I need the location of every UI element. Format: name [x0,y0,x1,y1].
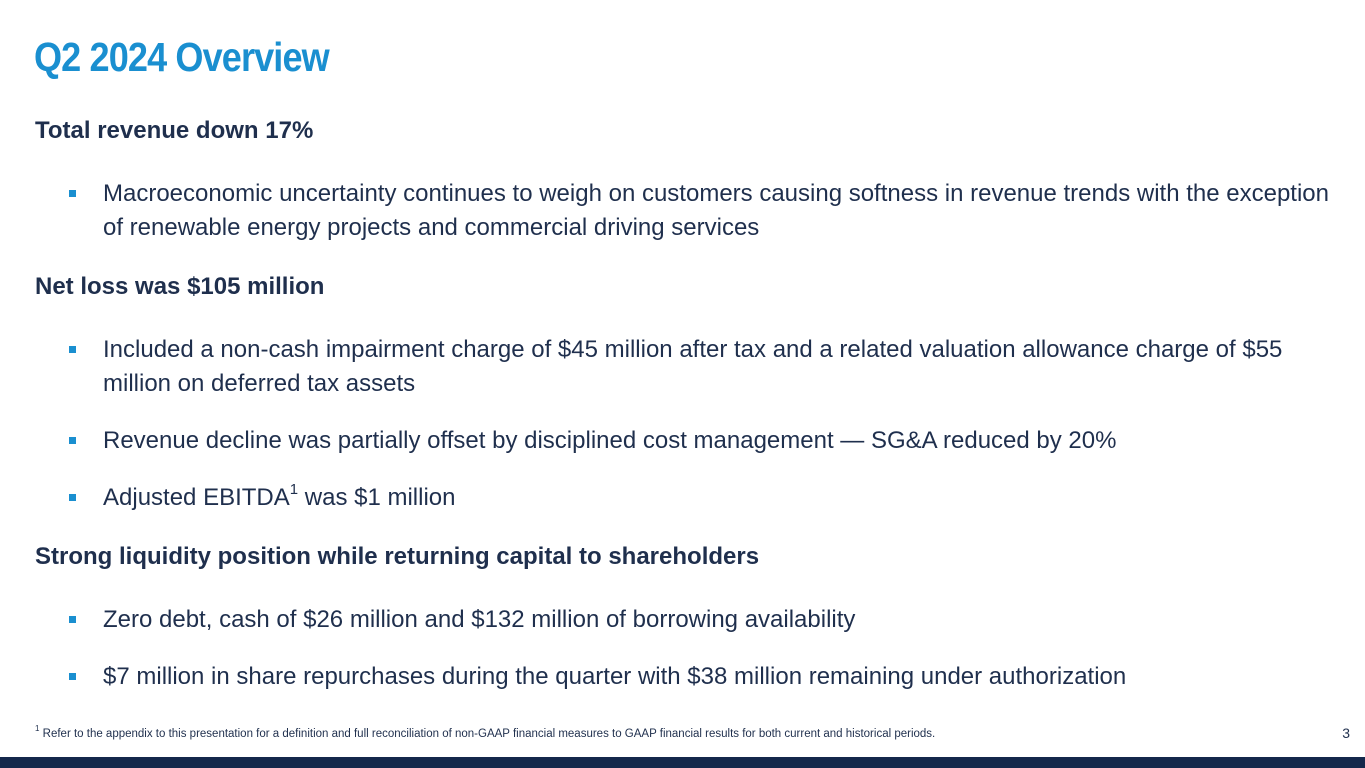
section-heading-net-loss: Net loss was $105 million [35,273,325,300]
footnote-marker: 1 [35,724,40,734]
bullet-text: Revenue decline was partially offset by … [103,427,1117,454]
bullet-text: $7 million in share repurchases during t… [103,663,1127,690]
square-bullet-icon [69,494,76,501]
square-bullet-icon [69,616,76,623]
bullet-item: $7 million in share repurchases during t… [35,660,1335,694]
square-bullet-icon [69,437,76,444]
square-bullet-icon [69,673,76,680]
bullet-text: Included a non-cash impairment charge of… [103,336,1283,397]
bullet-item-ebitda: Adjusted EBITDA1 was $1 million [35,481,1335,515]
bullet-text: Zero debt, cash of $26 million and $132 … [103,606,856,633]
bottom-bar [0,757,1365,768]
page-number: 3 [1342,725,1350,741]
footnote-text: Refer to the appendix to this presentati… [39,728,936,740]
square-bullet-icon [69,346,76,353]
slide-content: Total revenue down 17% Macroeconomic unc… [35,114,1335,694]
slide-title: Q2 2024 Overview [34,34,330,80]
bullet-text: Macroeconomic uncertainty continues to w… [103,180,1329,241]
footnote: 1 Refer to the appendix to this presenta… [35,725,936,740]
section-heading-liquidity: Strong liquidity position while returnin… [35,543,760,570]
bullet-item: Included a non-cash impairment charge of… [35,333,1335,401]
square-bullet-icon [69,190,76,197]
bullet-item: Macroeconomic uncertainty continues to w… [35,177,1335,245]
footnote-reference: 1 [289,481,299,498]
bullet-item: Zero debt, cash of $26 million and $132 … [35,603,1335,637]
bullet-item: Revenue decline was partially offset by … [35,424,1335,458]
bullet-text-after: was $1 million [298,484,456,511]
section-heading-revenue: Total revenue down 17% [35,117,314,144]
bullet-text-before: Adjusted EBITDA [103,484,290,511]
